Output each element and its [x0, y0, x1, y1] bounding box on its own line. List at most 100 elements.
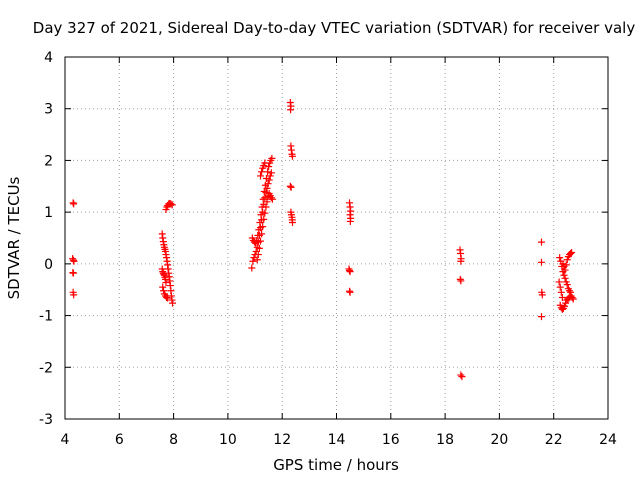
data-point [70, 291, 78, 299]
data-point [70, 200, 78, 208]
x-tick-label: 8 [169, 432, 178, 448]
data-point [261, 194, 269, 202]
plot-frame [64, 56, 609, 420]
y-tick-label: 2 [44, 153, 53, 169]
data-point [258, 168, 266, 176]
data-point [70, 257, 78, 265]
data-point [561, 302, 569, 310]
x-tick-labels: 4 6 8 10 12 14 16 18 20 22 24 [61, 432, 617, 448]
data-point [264, 168, 272, 176]
data-point [568, 248, 576, 256]
data-point [556, 254, 564, 262]
y-tick-label: -2 [39, 360, 53, 376]
data-point [268, 154, 276, 162]
data-point [262, 175, 270, 183]
data-point [563, 256, 571, 264]
y-tick-label: 3 [44, 102, 53, 118]
x-tick-label: 20 [490, 432, 508, 448]
data-point [255, 244, 263, 252]
data-point [537, 258, 545, 266]
data-point [287, 106, 295, 114]
data-point [256, 218, 264, 226]
data-point [346, 217, 354, 225]
chart-title: Day 327 of 2021, Sidereal Day-to-day VTE… [33, 19, 636, 37]
x-axis-title: GPS time / hours [273, 456, 399, 474]
data-point [567, 288, 575, 296]
data-point [560, 262, 568, 270]
data-point [69, 269, 77, 277]
data-point [568, 293, 576, 301]
data-point [287, 183, 295, 191]
data-point [260, 187, 268, 195]
data-point [537, 238, 545, 246]
data-point [164, 294, 172, 302]
x-tick-label: 14 [328, 432, 346, 448]
y-tick-label: 4 [44, 50, 53, 66]
data-point [256, 172, 264, 180]
data-point [560, 271, 568, 279]
data-point [458, 373, 466, 381]
y-tick-labels: -3 -2 -1 0 1 2 3 4 [39, 50, 53, 428]
data-points [69, 99, 577, 381]
y-axis-title: SDTVAR / TECUs [5, 176, 23, 299]
data-point [289, 218, 297, 226]
data-point [537, 313, 545, 321]
y-tick-label: -1 [39, 309, 53, 325]
data-point [249, 257, 257, 265]
data-point [569, 295, 577, 303]
data-point [257, 211, 265, 219]
data-point [266, 172, 274, 180]
x-tick-label: 22 [545, 432, 563, 448]
data-point [261, 159, 269, 167]
data-point [168, 201, 176, 209]
data-point [567, 250, 575, 258]
data-point [457, 371, 465, 379]
x-tick-label: 24 [599, 432, 617, 448]
data-point [255, 226, 263, 234]
data-point [262, 203, 270, 211]
data-point [267, 169, 275, 177]
data-point [162, 278, 170, 286]
data-point [289, 152, 297, 160]
data-point [261, 209, 269, 217]
data-point [562, 299, 570, 307]
data-point [558, 293, 566, 301]
data-point [258, 230, 266, 238]
data-point [259, 223, 267, 231]
data-point [262, 188, 270, 196]
x-tick-label: 10 [219, 432, 237, 448]
x-tick-label: 16 [382, 432, 400, 448]
data-point [555, 278, 563, 286]
data-point [563, 281, 571, 289]
data-point [256, 237, 264, 245]
y-tick-label: -3 [39, 412, 53, 428]
y-tick-label: 1 [44, 205, 53, 221]
data-point [260, 215, 268, 223]
data-point [557, 288, 565, 296]
data-point [268, 195, 276, 203]
data-point [346, 268, 354, 276]
data-point [565, 287, 573, 295]
data-point [253, 256, 261, 264]
x-tick-label: 6 [115, 432, 124, 448]
data-point [556, 283, 564, 291]
grid [65, 57, 608, 419]
data-point [346, 288, 354, 296]
data-point [160, 287, 168, 295]
data-point [267, 194, 275, 202]
data-point [259, 195, 267, 203]
data-point [261, 181, 269, 189]
data-point [457, 277, 465, 285]
data-point [457, 257, 465, 265]
data-point [263, 198, 271, 206]
data-point [167, 200, 175, 208]
data-point [248, 264, 256, 272]
data-point [254, 251, 262, 259]
data-point [265, 163, 273, 171]
data-point [561, 274, 569, 282]
data-point [286, 182, 294, 190]
x-tick-label: 4 [61, 432, 70, 448]
y-tick-label: 0 [44, 257, 53, 273]
data-point [169, 299, 177, 307]
